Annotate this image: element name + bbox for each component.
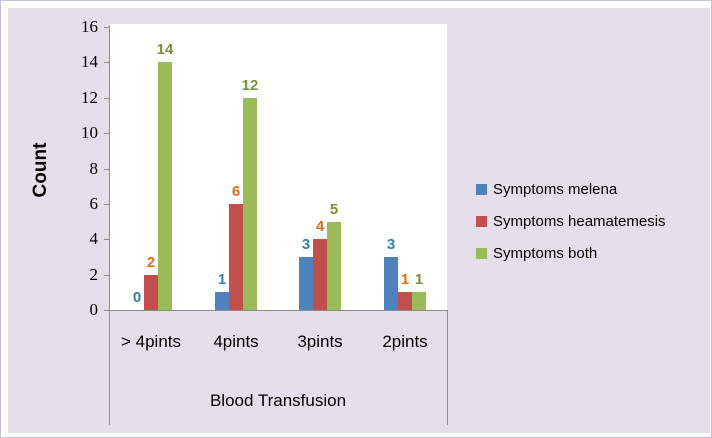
- y-axis-tick: [104, 239, 109, 240]
- y-axis-tick: [104, 27, 109, 28]
- legend-item: Symptoms melena: [476, 182, 686, 198]
- legend-item: Symptoms both: [476, 246, 686, 262]
- plot-right-boundary-line: [447, 310, 448, 425]
- bar: [384, 257, 398, 310]
- y-axis-tick: [104, 98, 109, 99]
- y-axis-tick: [104, 204, 109, 205]
- bar-value-label: 5: [329, 201, 339, 218]
- bar-value-label: 4: [315, 218, 325, 235]
- legend-swatch: [476, 184, 487, 195]
- bar: [299, 257, 313, 310]
- bar: [144, 275, 158, 310]
- bar: [327, 222, 341, 310]
- bar: [158, 62, 172, 310]
- y-tick-label: 6: [89, 194, 99, 213]
- bar-value-label: 6: [231, 183, 241, 200]
- y-tick-label: 0: [89, 300, 99, 319]
- bar-value-label: 14: [156, 41, 174, 58]
- bar-value-label: 1: [217, 271, 227, 288]
- y-axis-line: [109, 25, 110, 425]
- bar-value-label: 3: [301, 236, 311, 253]
- x-category-label: 2pints: [382, 332, 428, 351]
- bar-value-label: 1: [414, 271, 424, 288]
- bar: [398, 292, 412, 310]
- bar: [243, 98, 257, 310]
- x-axis-line: [109, 310, 448, 311]
- y-tick-label: 14: [81, 52, 98, 71]
- x-axis-title: Blood Transfusion: [209, 391, 347, 410]
- y-axis-tick: [104, 310, 109, 311]
- legend-label: Symptoms melena: [493, 181, 618, 198]
- bar: [412, 292, 426, 310]
- legend-label: Symptoms both: [493, 245, 598, 262]
- x-category-label: 3pints: [297, 332, 343, 351]
- bar: [215, 292, 229, 310]
- y-axis-title: Count: [30, 142, 51, 198]
- bar-value-label: 3: [386, 236, 396, 253]
- y-tick-label: 4: [89, 229, 99, 248]
- y-tick-label: 2: [89, 265, 99, 284]
- legend-swatch: [476, 216, 487, 227]
- y-axis-tick: [104, 133, 109, 134]
- y-axis-tick: [104, 275, 109, 276]
- y-tick-label: 12: [81, 88, 98, 107]
- x-category-label: 4pints: [213, 332, 259, 351]
- legend-swatch: [476, 248, 487, 259]
- y-axis-tick: [104, 169, 109, 170]
- bar-value-label: 2: [146, 254, 156, 271]
- bar-value-label: 1: [400, 271, 410, 288]
- x-category-label: > 4pints: [120, 332, 181, 351]
- y-tick-label: 16: [81, 17, 98, 36]
- y-tick-label: 8: [89, 159, 99, 178]
- y-tick-label: 10: [81, 123, 98, 142]
- legend-item: Symptoms heamatemesis: [476, 214, 686, 230]
- bar-value-label: 0: [132, 289, 142, 306]
- bar: [229, 204, 243, 310]
- bar-value-label: 12: [241, 77, 259, 94]
- bar: [313, 239, 327, 310]
- legend-label: Symptoms heamatemesis: [493, 213, 666, 230]
- y-axis-tick: [104, 62, 109, 63]
